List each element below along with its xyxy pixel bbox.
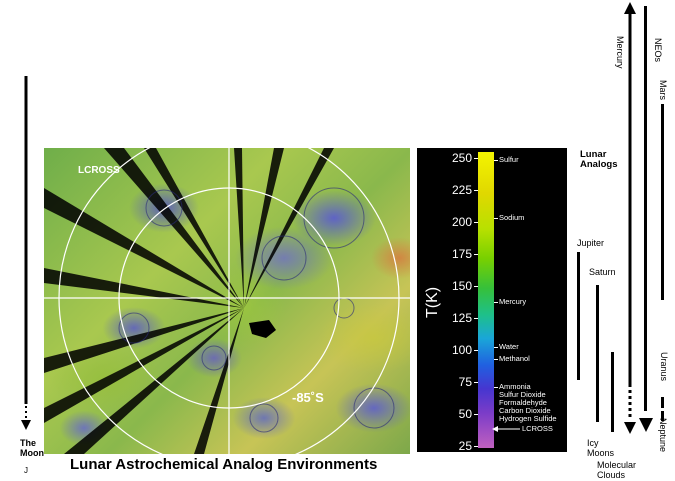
neos-label: NEOs [653, 38, 663, 63]
mercury-label: Mercury [615, 36, 625, 69]
compound-label-sodium: Sodium [499, 213, 525, 222]
lcross-map-label: LCROSS [78, 165, 120, 176]
compound-mark [494, 302, 498, 303]
icy-moons-line: Moons [587, 448, 615, 458]
tick-mark [474, 414, 478, 415]
tick-mark [474, 446, 478, 447]
compound-label-formaldehyde: Formaldehyde [499, 398, 547, 407]
saturn-label: Saturn [589, 267, 616, 277]
compound-label-sulfur-dioxide: Sulfur Dioxide [499, 390, 546, 399]
tick-label: 50 [458, 407, 472, 421]
tick-label: 125 [451, 311, 472, 325]
mercury-range-arrow-icon [624, 2, 636, 434]
uranus-range-bar [661, 397, 664, 408]
jupiter-label: Jupiter [577, 238, 605, 248]
compound-label-hydrogen-sulfide: Hydrogen Sulfide [499, 414, 557, 423]
saturn-range-bar [596, 285, 599, 422]
compound-mark [494, 387, 498, 388]
tick-label: 250 [451, 151, 472, 165]
the-moon-label: The Moon [20, 438, 44, 458]
page-title: Lunar Astrochemical Analog Environments [70, 456, 378, 473]
latitude-label: -85˚S [292, 390, 324, 405]
compound-mark [494, 160, 498, 161]
tick-mark [474, 350, 478, 351]
icy-moons-label: Icy Moons [587, 438, 614, 458]
tick-label: 200 [451, 215, 472, 229]
tick-mark [474, 286, 478, 287]
icy-moons-range-bar [611, 352, 614, 432]
compound-label-mercury: Mercury [499, 297, 527, 306]
moon-letter-label: J [24, 466, 28, 475]
compound-mark [494, 218, 498, 219]
neos-arrow-icon [639, 418, 653, 432]
neptune-range-bar [661, 411, 664, 421]
craters [118, 187, 395, 433]
tick-label: 225 [451, 183, 472, 197]
latitude-grid [44, 148, 410, 454]
moon-range-arrow-icon [21, 76, 31, 430]
tick-label: 25 [458, 439, 472, 453]
lunar-analogs-line: Analogs [580, 159, 618, 170]
the-moon-line: Moon [20, 448, 44, 458]
the-moon-line: The [20, 438, 37, 448]
compound-label-methanol: Methanol [499, 354, 530, 363]
neptune-label: Neptune [658, 418, 668, 453]
neos-range-bar [644, 6, 647, 411]
tick-label: 100 [451, 343, 472, 357]
tick-label: 150 [451, 279, 472, 293]
compound-mark [494, 347, 498, 348]
tick-mark [474, 382, 478, 383]
tick-label: 175 [451, 247, 472, 261]
map-overlay [44, 148, 410, 454]
tick-label: 75 [458, 375, 472, 389]
compound-label-sulfur: Sulfur [499, 155, 519, 164]
tick-mark [474, 254, 478, 255]
tick-mark [474, 190, 478, 191]
uranus-label: Uranus [659, 352, 669, 382]
molecular-clouds-label: Molecular Clouds [597, 460, 636, 480]
molecular-clouds-line: Clouds [597, 470, 626, 480]
tick-mark [474, 222, 478, 223]
shadow-wedges [44, 148, 334, 454]
lunar-south-pole-map [44, 148, 410, 454]
lunar-analogs-line: Lunar [580, 149, 607, 160]
pole-shadow [249, 320, 276, 338]
molecular-clouds-line: Molecular [597, 460, 637, 470]
compound-label-carbon-dioxide: Carbon Dioxide [499, 406, 551, 415]
compound-label-water: Water [499, 342, 519, 351]
icy-moons-line: Icy [587, 438, 599, 448]
compound-mark [494, 359, 498, 360]
compound-label-ammonia: Ammonia [499, 382, 531, 391]
mars-label: Mars [658, 80, 668, 100]
temperature-colorbar [478, 152, 494, 448]
lcross-scale-label: LCROSS [522, 424, 553, 433]
tick-mark [474, 318, 478, 319]
tick-mark [474, 158, 478, 159]
jupiter-range-bar [577, 252, 580, 380]
mars-range-bar [661, 104, 664, 300]
lcross-scale-arrow-icon [492, 426, 520, 432]
lunar-analogs-label: Lunar Analogs [580, 150, 617, 170]
